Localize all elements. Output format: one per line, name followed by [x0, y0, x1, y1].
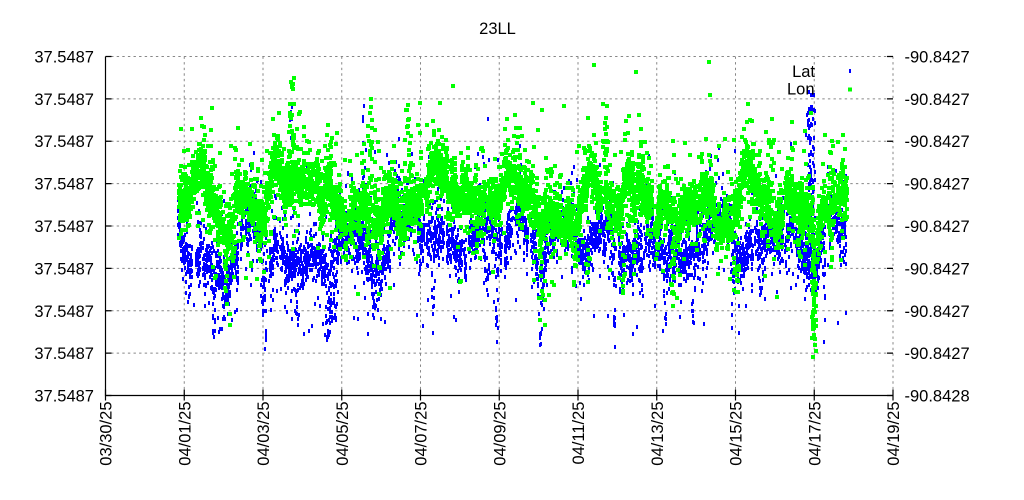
- svg-text:-90.8428: -90.8428: [905, 388, 970, 406]
- svg-text:37.5487: 37.5487: [34, 303, 94, 321]
- svg-text:-90.8427: -90.8427: [905, 176, 970, 194]
- svg-text:23LL: 23LL: [479, 20, 516, 38]
- svg-text:37.5487: 37.5487: [34, 176, 94, 194]
- svg-text:37.5487: 37.5487: [34, 133, 94, 151]
- svg-text:37.5487: 37.5487: [34, 345, 94, 363]
- svg-text:37.5487: 37.5487: [34, 49, 94, 67]
- svg-text:-90.8427: -90.8427: [905, 49, 970, 67]
- svg-text:03/30/25: 03/30/25: [98, 402, 116, 466]
- svg-text:04/17/25: 04/17/25: [806, 402, 824, 466]
- svg-text:04/13/25: 04/13/25: [649, 402, 667, 466]
- svg-text:37.5487: 37.5487: [34, 91, 94, 109]
- svg-text:-90.8427: -90.8427: [905, 218, 970, 236]
- svg-text:37.5487: 37.5487: [34, 218, 94, 236]
- svg-text:04/19/25: 04/19/25: [885, 402, 903, 466]
- svg-text:-90.8427: -90.8427: [905, 133, 970, 151]
- svg-text:04/01/25: 04/01/25: [176, 402, 194, 466]
- svg-text:-90.8427: -90.8427: [905, 91, 970, 109]
- svg-text:37.5487: 37.5487: [34, 388, 94, 406]
- svg-text:-90.8427: -90.8427: [905, 345, 970, 363]
- svg-text:-90.8427: -90.8427: [905, 303, 970, 321]
- svg-text:04/03/25: 04/03/25: [255, 402, 273, 466]
- svg-text:37.5487: 37.5487: [34, 260, 94, 278]
- svg-text:04/11/25: 04/11/25: [570, 402, 588, 465]
- svg-text:04/07/25: 04/07/25: [413, 402, 431, 466]
- svg-text:Lat: Lat: [792, 63, 815, 81]
- svg-text:-90.8427: -90.8427: [905, 260, 970, 278]
- svg-text:04/15/25: 04/15/25: [728, 402, 746, 466]
- svg-text:Lon: Lon: [787, 81, 815, 99]
- svg-text:04/05/25: 04/05/25: [334, 402, 352, 466]
- svg-text:04/09/25: 04/09/25: [491, 402, 509, 466]
